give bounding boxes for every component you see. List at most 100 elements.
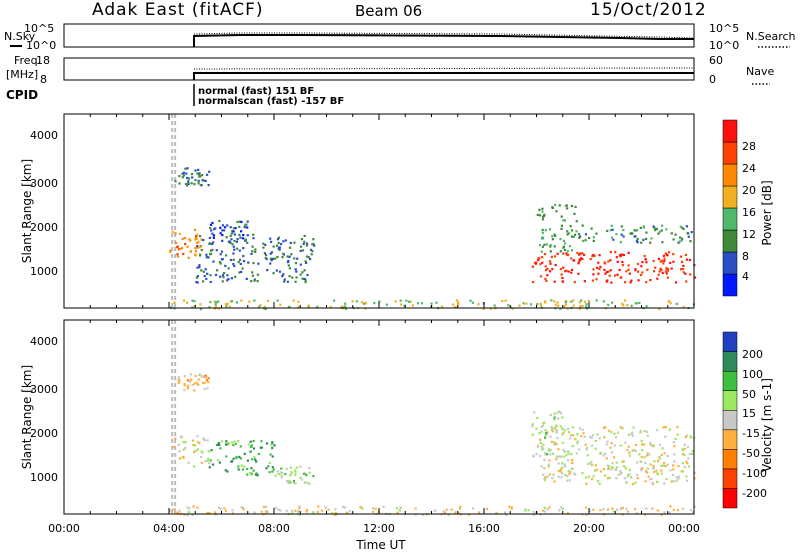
power-cell bbox=[560, 227, 563, 230]
power-cell bbox=[198, 172, 201, 175]
velocity-cell bbox=[201, 451, 204, 454]
velocity-cell bbox=[621, 460, 624, 463]
power-cell bbox=[236, 238, 239, 241]
velocity-cell bbox=[689, 509, 692, 512]
power-cell bbox=[279, 303, 282, 306]
power-cell bbox=[592, 273, 595, 276]
velocity-cell bbox=[651, 483, 655, 486]
power-cell bbox=[221, 224, 224, 227]
power-cell bbox=[541, 261, 544, 264]
velocity-cell bbox=[610, 451, 613, 454]
power-cell bbox=[181, 247, 184, 250]
power-cell bbox=[232, 252, 235, 255]
power-cbar-tick-16: 16 bbox=[742, 206, 756, 219]
velocity-cell bbox=[681, 449, 684, 452]
power-cell bbox=[561, 280, 564, 283]
power-cbar-tick-12: 12 bbox=[742, 228, 756, 241]
velocity-cell bbox=[574, 438, 577, 441]
power-cell bbox=[606, 229, 609, 233]
power-cell bbox=[194, 228, 197, 231]
power-cell bbox=[618, 254, 621, 257]
velocity-cell bbox=[458, 512, 461, 515]
power-cell bbox=[283, 278, 286, 281]
velocity-cell bbox=[555, 455, 558, 458]
power-cell bbox=[603, 268, 606, 272]
power-cell bbox=[535, 261, 538, 264]
velocity-cell bbox=[285, 479, 289, 483]
velocity-cell bbox=[550, 425, 553, 428]
velocity-cell bbox=[656, 472, 659, 475]
power-cell bbox=[232, 230, 235, 233]
power-cell bbox=[607, 270, 610, 273]
power-cell bbox=[652, 259, 655, 263]
velocity-cell bbox=[183, 382, 186, 386]
cpid-label: CPID bbox=[6, 88, 38, 102]
velocity-cell bbox=[646, 434, 649, 437]
power-cell bbox=[672, 253, 675, 256]
power-cell bbox=[620, 233, 623, 236]
power-cell bbox=[614, 251, 617, 254]
power-cell bbox=[657, 257, 661, 260]
velocity-cell bbox=[294, 509, 297, 512]
power-cell bbox=[563, 305, 566, 308]
power-cell bbox=[235, 301, 238, 304]
velocity-cell bbox=[182, 441, 185, 444]
velocity-cell bbox=[628, 469, 631, 472]
velocity-cell bbox=[551, 452, 555, 455]
power-cell bbox=[611, 301, 614, 304]
power-cell bbox=[303, 234, 306, 237]
power-cell bbox=[199, 303, 202, 306]
power-cell bbox=[287, 259, 290, 263]
velocity-cell bbox=[681, 453, 684, 456]
velocity-cell bbox=[634, 508, 637, 511]
power-cell bbox=[201, 174, 204, 177]
velocity-cell bbox=[511, 506, 514, 509]
velocity-cell bbox=[627, 445, 630, 448]
velocity-cell bbox=[298, 505, 301, 508]
power-cell bbox=[199, 254, 202, 257]
velocity-cell bbox=[660, 469, 663, 472]
velocity-cell bbox=[639, 429, 642, 433]
power-cell bbox=[607, 303, 610, 306]
velocity-cell bbox=[589, 435, 592, 438]
velocity-colorbar bbox=[722, 331, 738, 509]
power-cell bbox=[198, 266, 201, 269]
velocity-cell bbox=[649, 463, 652, 466]
power-cell bbox=[629, 281, 632, 284]
power-cell bbox=[196, 233, 199, 236]
power-cell bbox=[228, 305, 231, 308]
power-cbar-tick-20: 20 bbox=[742, 184, 756, 197]
velocity-cell bbox=[272, 468, 275, 471]
velocity-cell bbox=[544, 453, 547, 456]
power-cell bbox=[194, 246, 197, 250]
velocity-cell bbox=[606, 464, 609, 467]
velocity-cell bbox=[206, 387, 209, 390]
velocity-colorbar-segment bbox=[722, 409, 738, 431]
power-cell bbox=[202, 280, 205, 283]
velocity-cell bbox=[217, 441, 220, 445]
velocity-cell bbox=[298, 507, 301, 510]
power-cell bbox=[236, 247, 239, 250]
power-cell bbox=[304, 260, 307, 263]
velocity-cell bbox=[253, 456, 256, 459]
power-cell bbox=[622, 253, 625, 257]
velocity-cell bbox=[691, 449, 694, 453]
velocity-cell bbox=[557, 417, 560, 420]
velocity-cell bbox=[548, 506, 551, 509]
power-cell bbox=[200, 249, 203, 252]
velocity-cell bbox=[271, 446, 274, 450]
velocity-cell bbox=[594, 447, 597, 450]
power-cell bbox=[188, 237, 191, 241]
velocity-cell bbox=[628, 433, 631, 436]
velocity-cell bbox=[196, 506, 199, 509]
power-cell bbox=[680, 260, 684, 263]
power-cell bbox=[263, 252, 266, 255]
freq-panel: Freq. [MHz] 18 8 60 0 Nave bbox=[6, 54, 774, 86]
velocity-cell bbox=[545, 434, 548, 437]
velocity-cell bbox=[173, 508, 176, 511]
power-cell bbox=[307, 306, 310, 309]
velocity-cell bbox=[621, 506, 624, 509]
velocity-cell bbox=[292, 481, 295, 484]
velocity-cell bbox=[454, 511, 457, 514]
power-cell bbox=[242, 233, 245, 237]
